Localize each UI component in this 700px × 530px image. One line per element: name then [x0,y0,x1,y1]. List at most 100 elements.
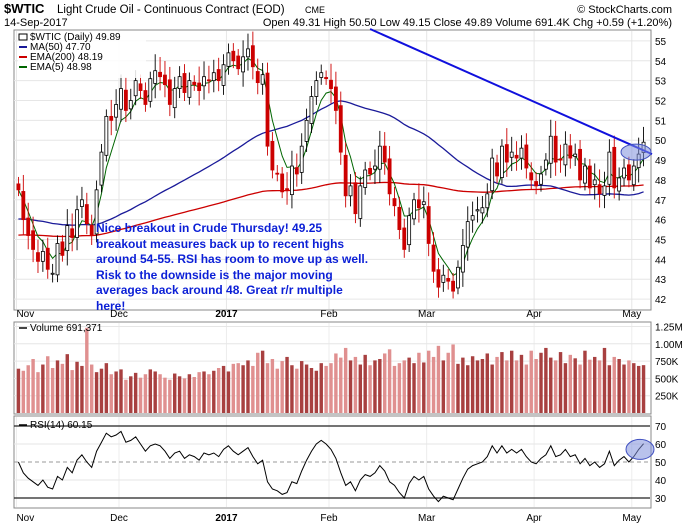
volume-bar [80,365,84,413]
candle-body [280,173,285,193]
volume-bar [573,358,577,413]
volume-bar [299,361,304,413]
volume-bar [329,363,333,413]
volume-bar [627,360,631,413]
candle-body [221,64,226,86]
volume-bar [397,363,402,413]
volume-bar [446,352,450,413]
candle-body [456,266,460,289]
x-tick-label: Mar [418,309,436,320]
candle-body [94,189,99,235]
candle-body [509,151,514,158]
volume-bar [16,368,21,413]
legend-price: $WTIC (Daily) 49.89 [30,32,121,43]
x-tick-label: 2017 [215,513,238,524]
volume-bar [143,374,148,413]
candle-body [475,209,480,212]
exchange-label: CME [305,5,325,15]
candle-body [348,185,353,197]
candle-body [514,154,519,159]
candle-body [36,252,40,262]
volume-bar [378,359,382,413]
candle-body [573,153,578,157]
candle-body [324,77,329,80]
volume-bar [231,363,236,413]
candle-body [182,73,187,93]
volume-bar [373,360,377,413]
volume-bar [138,377,143,413]
volume-bar [392,365,397,413]
candle-body [465,221,470,248]
price-tick-label: 44 [655,255,667,266]
price-legend: $WTIC (Daily) 49.89 MA(50) 47.70 EMA(200… [18,32,146,78]
volume-bar [177,376,182,413]
rsi-tick-label: 50 [655,458,667,469]
volume-bar [339,357,343,413]
volume-bar [221,365,226,413]
x-tick-label: Apr [526,513,542,524]
volume-bar [99,368,104,413]
volume-bar [422,362,426,413]
candle-body [275,172,280,175]
candle-body [490,157,495,192]
candle-body [158,71,162,78]
candle-body [202,76,206,87]
x-tick-label: May [622,513,641,524]
candle-body [285,188,289,191]
volume-bar [163,377,167,413]
candle-body [436,269,441,288]
candle-body [50,272,55,275]
volume-bar [119,369,123,413]
x-tick-label: 2017 [215,309,238,320]
price-grid [14,31,650,309]
volume-bar [519,354,524,413]
candle-body [392,198,397,207]
volume-bar [505,360,509,413]
volume-bar [417,352,421,413]
candle-body [382,145,387,163]
candle-body [206,79,211,82]
volume-bar [26,365,30,413]
price-tick-label: 42 [655,295,667,306]
trend-line [369,28,653,156]
candle-body [480,207,485,214]
candle-body [192,81,197,86]
candle-body [539,173,543,185]
candle-body [133,80,138,97]
x-tick-label: Nov [16,309,34,320]
candle-body [123,89,128,111]
volume-y-axis: 1.25M 1.00M 750K 500K 250K [655,322,683,402]
volume-bar [612,356,616,413]
candle-body [397,206,402,230]
volume-bar [617,359,621,413]
candle-body [431,244,436,272]
rsi-highlight [625,438,655,460]
volume-bar [456,363,460,413]
volume-bar [270,359,275,413]
volume-bar [104,363,109,413]
volume-bar [41,364,45,413]
candle-body [602,185,607,196]
candle-body [485,193,490,209]
candle-body [290,165,294,196]
volume-bar [309,368,314,413]
volume-bar [539,352,543,413]
volume-tick-label: 750K [655,357,679,368]
volume-bar [173,373,177,413]
volume-bar [343,347,348,413]
candle-body [387,158,392,195]
volume-tick-label: 250K [655,392,679,403]
price-tick-label: 48 [655,176,667,187]
volume-bar [260,350,265,413]
candle-body [216,69,221,82]
candle-body [416,199,421,209]
candle-body [70,228,75,238]
candle-body [543,159,548,170]
volume-bar [490,364,494,413]
candle-body [441,274,446,283]
volume-bar [544,347,548,413]
price-tick-label: 49 [655,156,667,167]
volume-bar [509,350,514,413]
price-tick-label: 54 [655,57,667,68]
